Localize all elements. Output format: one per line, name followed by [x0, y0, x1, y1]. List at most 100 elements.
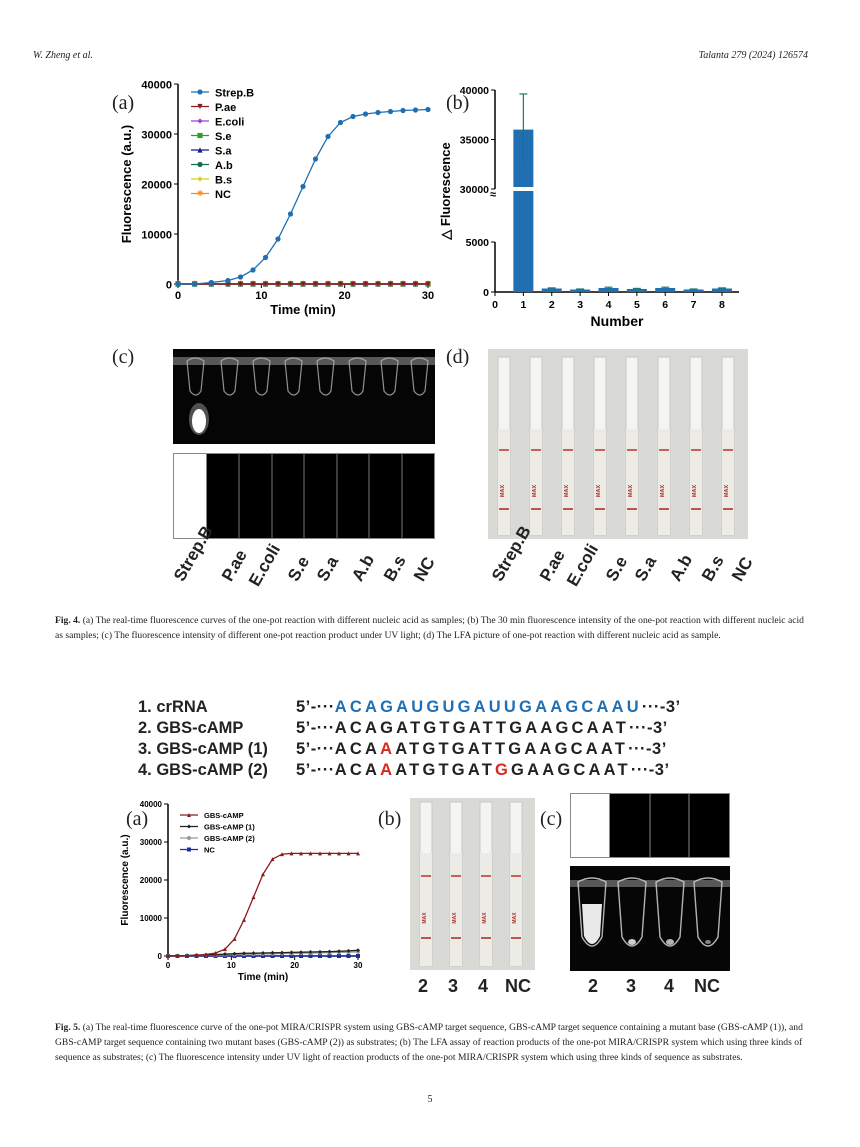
legend-label: GBS-cAMP (1) — [204, 822, 255, 831]
y-tick-label: 30000 — [460, 184, 489, 196]
y-tick-label: 0 — [166, 280, 172, 292]
strip-pad — [420, 853, 432, 966]
y-tick-label: 10000 — [141, 230, 172, 242]
sequence-base: G — [423, 719, 440, 737]
lane-label: 3 — [448, 976, 459, 996]
data-point: ✱ — [197, 189, 204, 198]
data-point — [312, 281, 319, 287]
data-point — [337, 949, 341, 954]
data-point — [387, 108, 394, 115]
sequence-base: A — [334, 719, 350, 737]
data-point — [337, 954, 341, 958]
x-tick-label: 30 — [354, 961, 363, 970]
y-tick-label: 40000 — [141, 80, 172, 92]
legend-label: Strep.B — [215, 88, 254, 100]
lane-label: S.a — [631, 552, 661, 585]
legend-label: A.b — [215, 160, 233, 172]
data-point — [187, 847, 191, 852]
sequence-base: G — [565, 698, 582, 716]
strip-max-label: MAX — [500, 485, 506, 498]
sequence-base: G — [557, 761, 574, 779]
lane-label: S.e — [602, 552, 632, 585]
sequence-base: A — [585, 740, 601, 758]
data-point — [312, 156, 319, 162]
sequence-base: A — [334, 761, 350, 779]
y-tick-label: 0 — [483, 287, 489, 299]
sequence-base: A — [365, 719, 381, 737]
y-tick-label: 40000 — [140, 800, 163, 809]
data-point — [280, 954, 284, 958]
fig4c-lane-labels: Strep.B P.ae E.coli S.e S.a A.b B.s NC — [160, 523, 450, 610]
data-point — [325, 133, 331, 140]
sequence-bases: ACAAATGTGATGGAAGCAAT — [335, 761, 631, 779]
sequence-base: G — [509, 719, 526, 737]
x-tick-label: 20 — [339, 290, 351, 302]
bar — [598, 288, 619, 292]
sequence-base: G — [380, 719, 397, 737]
legend-label: S.a — [215, 146, 232, 158]
x-axis-label: Time (min) — [270, 302, 336, 317]
sequence-base: G — [380, 698, 397, 716]
x-axis-label: Time (min) — [238, 972, 288, 983]
sequence-base: A — [396, 719, 411, 737]
sequence-base: C — [349, 698, 365, 716]
data-point — [270, 857, 275, 862]
fig4-panel-c-label: (c) — [112, 346, 135, 368]
lane-label: S.a — [313, 552, 343, 585]
sequence-prefix: 5’-··· — [296, 719, 335, 737]
data-point — [387, 281, 394, 287]
data-point — [350, 113, 356, 120]
sequence-base: T — [409, 740, 423, 758]
sequence-string: 5’-···ACAAATGTGATTGAAGCAAT···-3’ — [296, 740, 667, 759]
sequence-base: A — [601, 719, 616, 737]
lane-label: E.coli — [563, 540, 603, 590]
fig4-panel-a-label: (a) — [112, 92, 135, 114]
lane-label: 3 — [626, 976, 637, 996]
strip-max-label: MAX — [512, 912, 518, 924]
data-point — [412, 281, 419, 287]
data-point — [270, 954, 275, 958]
fig5a-line-chart: 0 10 20 30 0 10000 20000 30000 40000 Time (min) Fl… — [120, 800, 363, 983]
data-point — [346, 948, 351, 953]
data-point — [289, 954, 294, 958]
data-point — [356, 851, 360, 856]
sequence-base: T — [481, 761, 495, 779]
sequence-base: C — [349, 740, 365, 758]
sequence-base: A — [334, 698, 350, 716]
data-point — [327, 954, 332, 958]
data-point — [318, 954, 322, 958]
strip-max-label: MAX — [692, 485, 698, 498]
sequence-base: A — [603, 761, 618, 779]
strip-max-label: MAX — [422, 912, 428, 924]
lane-label: E.coli — [245, 540, 285, 590]
sequence-base: A — [596, 698, 612, 716]
data-point — [350, 281, 356, 287]
sequence-name: 3. GBS-cAMP (1) — [138, 740, 268, 758]
lane-label: 2 — [588, 976, 599, 996]
bar — [513, 129, 534, 292]
data-point — [242, 917, 246, 922]
axis-break-mark: ≈ — [490, 189, 496, 201]
lane-label: B.s — [698, 552, 728, 585]
x-tick-label: 8 — [719, 299, 725, 311]
data-point — [318, 851, 322, 856]
sequence-base: T — [615, 719, 629, 737]
data-point — [232, 936, 237, 941]
data-point — [261, 950, 265, 955]
page-number: 5 — [427, 1094, 433, 1105]
x-tick-label: 10 — [255, 290, 267, 302]
data-point — [270, 950, 275, 955]
axis-break-gap — [511, 187, 536, 191]
data-point — [425, 106, 431, 113]
data-point — [299, 851, 303, 856]
lane-label: 2 — [418, 976, 429, 996]
sequence-base: T — [438, 740, 452, 758]
sequence-name: 1. crRNA — [138, 698, 208, 716]
data-point — [318, 949, 322, 954]
data-point — [187, 824, 191, 829]
x-tick-label: 0 — [166, 961, 171, 970]
sequence-base: A — [525, 719, 541, 737]
data-point — [337, 851, 341, 856]
sequence-prefix: 5’-··· — [296, 698, 335, 716]
sequence-base: C — [573, 761, 589, 779]
